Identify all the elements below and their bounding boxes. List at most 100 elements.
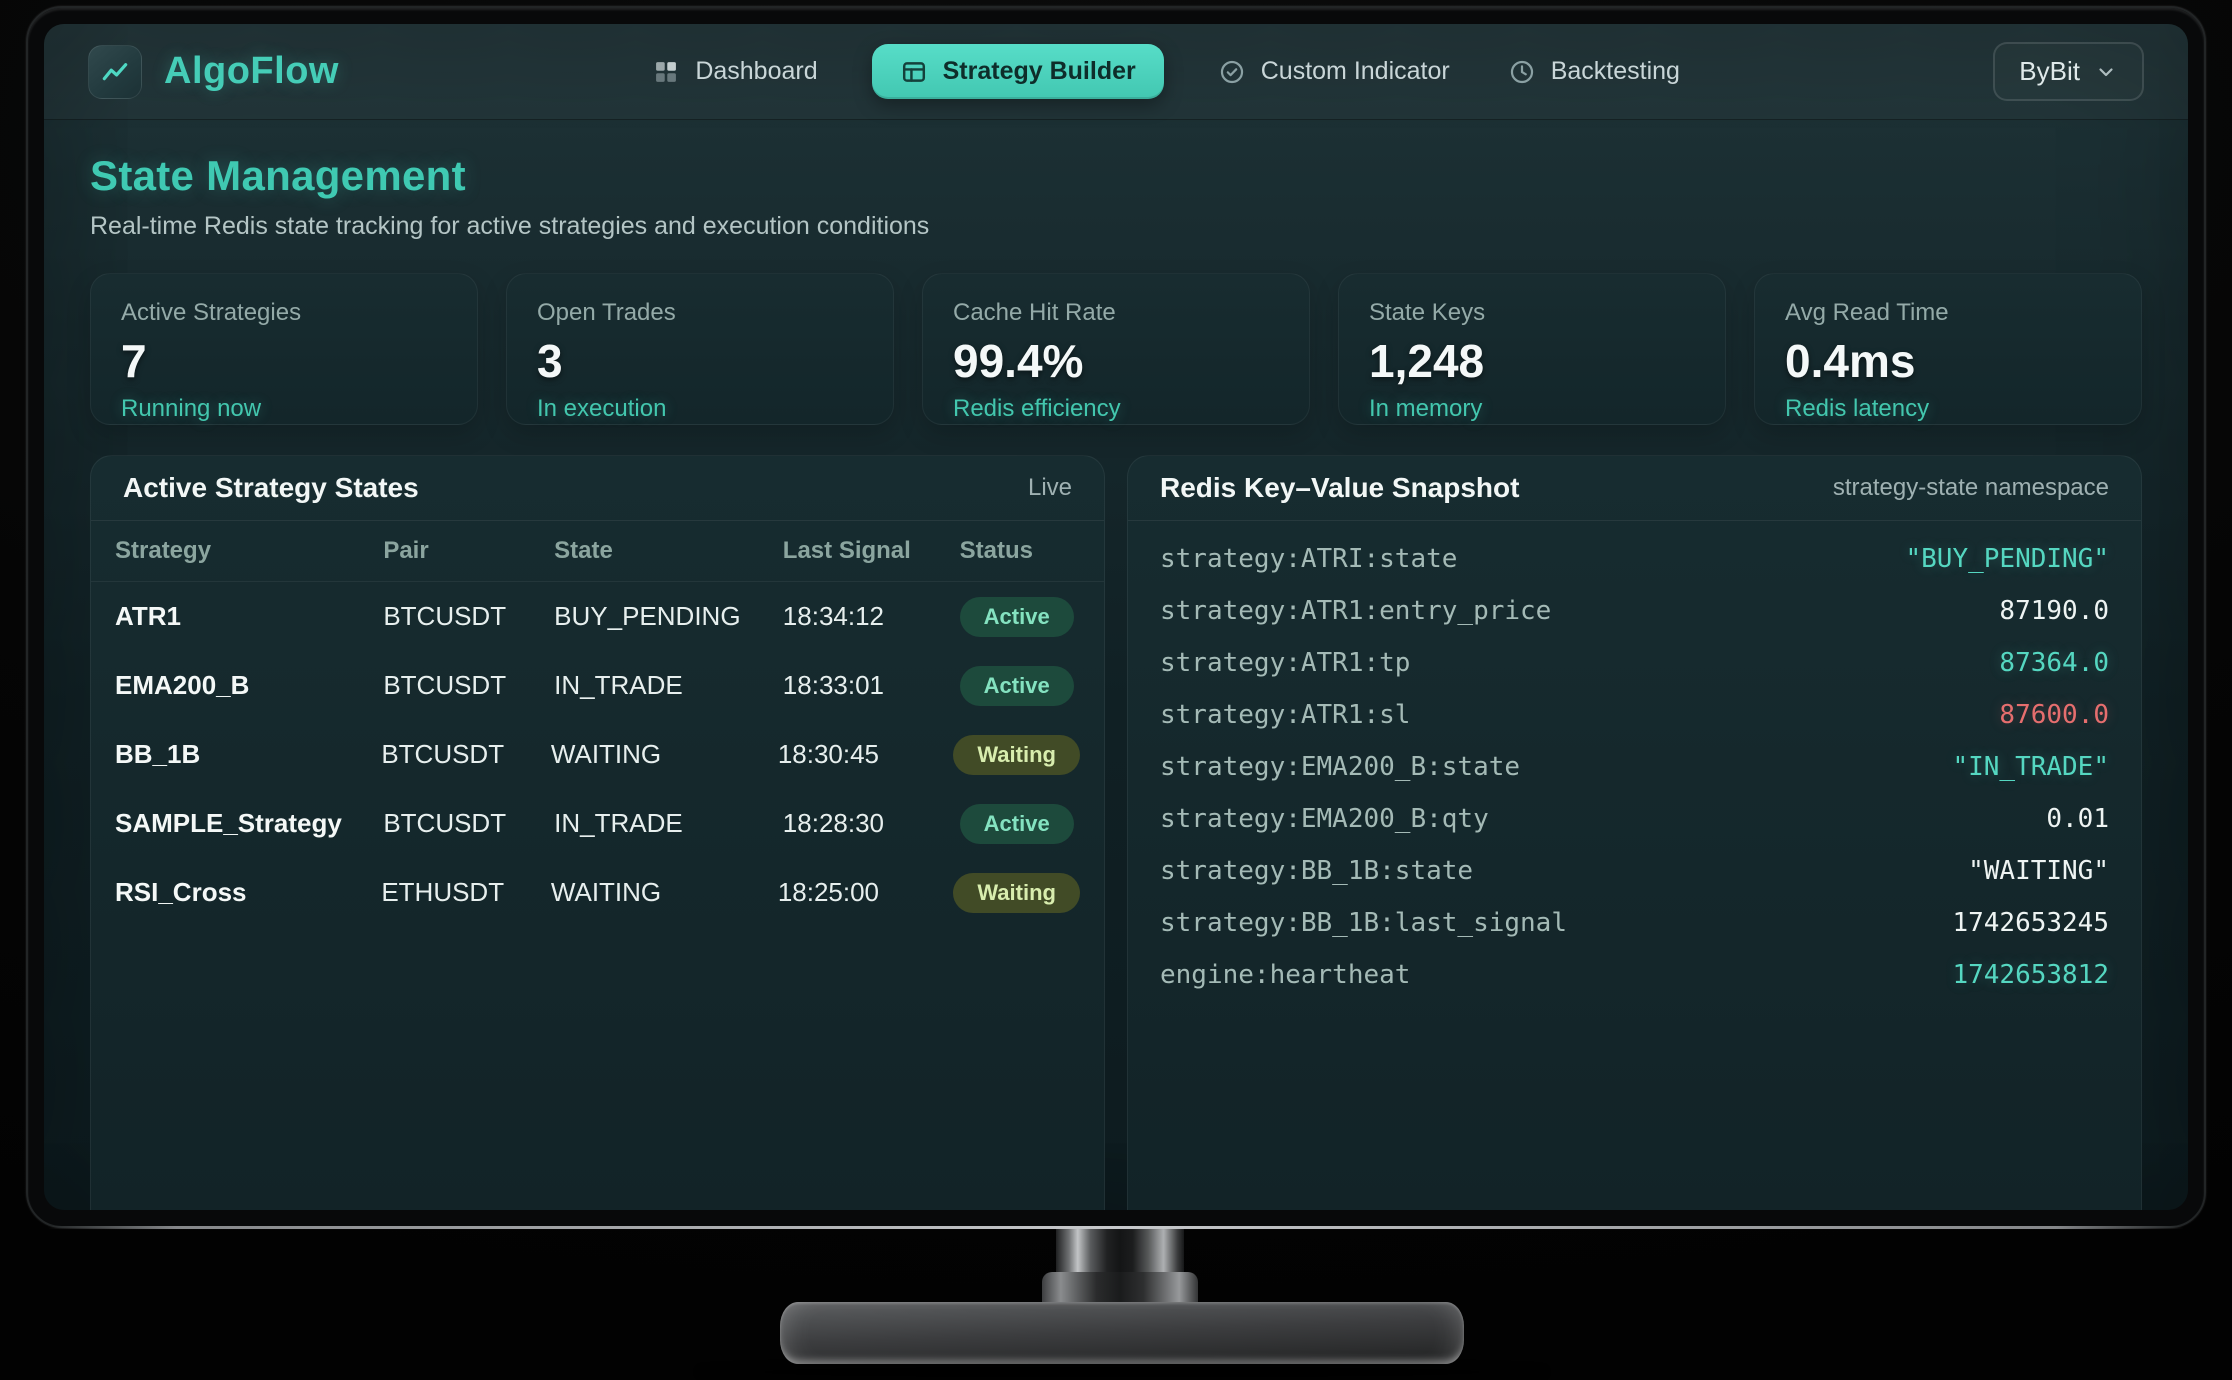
stat-card: State Keys 1,248 In memory bbox=[1338, 273, 1726, 425]
cell-strategy: SAMPLE_Strategy bbox=[115, 808, 342, 838]
stat-value: 0.4ms bbox=[1785, 335, 1916, 387]
cell-last-signal: 18:30:45 bbox=[777, 739, 880, 769]
cell-last-signal: 18:25:00 bbox=[777, 877, 880, 907]
live-badge: Live bbox=[1027, 474, 1072, 501]
kv-row: strategy:ATR1:entry_price 87190.0 bbox=[1160, 585, 2109, 637]
table-row[interactable]: RSI_Cross ETHUSDT WAITING 18:25:00 Waiti… bbox=[91, 858, 1104, 927]
app-logo bbox=[88, 44, 142, 99]
page-subtitle: Real-time Redis state tracking for activ… bbox=[90, 212, 930, 240]
kv-list: strategy:ATRI:state "BUY_PENDING" strate… bbox=[1128, 521, 2141, 1001]
kv-value: "IN_TRADE" bbox=[1952, 752, 2109, 782]
table-row[interactable]: BB_1B BTCUSDT WAITING 18:30:45 Waiting bbox=[91, 720, 1104, 789]
strategy-states-panel: Active Strategy States Live Strategy Pai… bbox=[90, 455, 1105, 1210]
col-pair: Pair bbox=[383, 537, 429, 564]
kv-key: strategy:EMA200_B:state bbox=[1160, 752, 1521, 782]
cell-state: IN_TRADE bbox=[554, 670, 683, 700]
kv-key: strategy:ATR1:sl bbox=[1160, 700, 1411, 730]
kv-key: strategy:BB_1B:last_signal bbox=[1160, 908, 1567, 938]
cell-pair: BTCUSDT bbox=[383, 808, 507, 838]
panels-row: Active Strategy States Live Strategy Pai… bbox=[90, 455, 2142, 1210]
nav-tab-strategy-builder[interactable]: Strategy Builder bbox=[871, 44, 1164, 99]
kv-key: strategy:EMA200_B:qty bbox=[1160, 804, 1489, 834]
kv-row: strategy:BB_1B:last_signal 1742653245 bbox=[1160, 897, 2109, 949]
brand[interactable]: AlgoFlow bbox=[88, 44, 339, 99]
strategy-panel-header: Active Strategy States Live bbox=[91, 456, 1104, 521]
table-row[interactable]: SAMPLE_Strategy BTCUSDT IN_TRADE 18:28:3… bbox=[91, 789, 1104, 858]
stat-card: Open Trades 3 In execution bbox=[506, 273, 894, 425]
kv-value: 0.01 bbox=[2046, 804, 2109, 834]
check-circle-icon bbox=[1218, 58, 1246, 86]
stat-label: Cache Hit Rate bbox=[953, 299, 1116, 326]
stat-value: 99.4% bbox=[953, 335, 1084, 387]
status-badge: Waiting bbox=[953, 872, 1080, 913]
stat-card: Active Strategies 7 Running now bbox=[90, 273, 478, 425]
table-row[interactable]: EMA200_B BTCUSDT IN_TRADE 18:33:01 Activ… bbox=[91, 651, 1104, 720]
nav-tab-label: Custom Indicator bbox=[1260, 57, 1450, 85]
nav-tab-label: Strategy Builder bbox=[942, 57, 1136, 85]
cell-state: BUY_PENDING bbox=[554, 601, 741, 631]
kv-row: strategy:ATRI:state "BUY_PENDING" bbox=[1160, 533, 2109, 585]
status-badge: Waiting bbox=[953, 734, 1080, 775]
redis-snapshot-panel: Redis Key–Value Snapshot strategy-state … bbox=[1127, 455, 2142, 1210]
stat-value: 1,248 bbox=[1369, 335, 1485, 387]
cell-strategy: RSI_Cross bbox=[115, 877, 247, 907]
cell-last-signal: 18:28:30 bbox=[782, 808, 885, 838]
nav-items: Dashboard Strategy Builder bbox=[648, 44, 1684, 99]
kv-value: 1742653245 bbox=[1952, 908, 2109, 938]
nav-tab-label: Dashboard bbox=[695, 57, 818, 85]
page-title: State Management bbox=[90, 152, 466, 199]
brand-name: AlgoFlow bbox=[164, 50, 339, 92]
col-last-signal: Last Signal bbox=[782, 537, 911, 564]
cell-pair: BTCUSDT bbox=[383, 670, 507, 700]
main-content: State Management Real-time Redis state t… bbox=[44, 120, 2188, 1210]
kv-key: engine:heartheat bbox=[1160, 960, 1411, 990]
screen: AlgoFlow Dashboard bbox=[44, 24, 2188, 1210]
status-badge: Active bbox=[959, 596, 1074, 637]
redis-panel-header: Redis Key–Value Snapshot strategy-state … bbox=[1128, 456, 2141, 521]
kv-value: 1742653812 bbox=[1952, 960, 2109, 990]
stat-subtext: Redis latency bbox=[1785, 395, 1930, 422]
table-header-row: Strategy Pair State Last Signal Status bbox=[91, 521, 1104, 582]
stat-card: Avg Read Time 0.4ms Redis latency bbox=[1754, 273, 2142, 425]
kv-key: strategy:BB_1B:state bbox=[1160, 856, 1474, 886]
kv-key: strategy:ATR1:tp bbox=[1160, 648, 1411, 678]
cell-pair: BTCUSDT bbox=[383, 601, 507, 631]
trend-line-icon bbox=[102, 62, 128, 80]
kv-value: "BUY_PENDING" bbox=[1905, 544, 2110, 574]
cell-pair: BTCUSDT bbox=[381, 739, 505, 769]
cell-strategy: BB_1B bbox=[115, 739, 201, 769]
stat-card: Cache Hit Rate 99.4% Redis efficiency bbox=[922, 273, 1310, 425]
stat-subtext: In memory bbox=[1369, 395, 1483, 422]
exchange-selector[interactable]: ByBit bbox=[1993, 42, 2144, 101]
kv-row: strategy:ATR1:sl 87600.0 bbox=[1160, 689, 2109, 741]
clock-icon bbox=[1508, 58, 1536, 86]
nav-tab-dashboard[interactable]: Dashboard bbox=[648, 47, 821, 96]
stat-label: State Keys bbox=[1369, 299, 1486, 326]
cell-last-signal: 18:33:01 bbox=[782, 670, 885, 700]
kv-key: strategy:ATRI:state bbox=[1160, 544, 1458, 574]
layout-table-icon bbox=[900, 58, 928, 86]
floor-shadow bbox=[700, 1366, 1544, 1378]
chevron-down-icon bbox=[2094, 60, 2118, 84]
monitor-stand-base bbox=[780, 1302, 1464, 1364]
exchange-label: ByBit bbox=[2019, 56, 2080, 86]
kv-value: 87190.0 bbox=[1999, 596, 2109, 626]
status-badge: Active bbox=[959, 665, 1074, 706]
nav-tab-label: Backtesting bbox=[1550, 57, 1680, 85]
stat-label: Avg Read Time bbox=[1785, 299, 1949, 326]
stat-subtext: In execution bbox=[537, 395, 667, 422]
cell-state: WAITING bbox=[550, 739, 662, 769]
kv-row: strategy:ATR1:tp 87364.0 bbox=[1160, 637, 2109, 689]
cell-pair: ETHUSDT bbox=[381, 877, 505, 907]
stat-label: Active Strategies bbox=[121, 299, 302, 326]
stat-subtext: Running now bbox=[121, 395, 262, 422]
stat-label: Open Trades bbox=[537, 299, 676, 326]
nav-tab-backtesting[interactable]: Backtesting bbox=[1504, 47, 1684, 96]
cell-last-signal: 18:34:12 bbox=[782, 601, 885, 631]
status-badge: Active bbox=[959, 803, 1074, 844]
stat-value: 7 bbox=[121, 335, 147, 387]
kv-row: engine:heartheat 1742653812 bbox=[1160, 949, 2109, 1001]
table-row[interactable]: ATR1 BTCUSDT BUY_PENDING 18:34:12 Active bbox=[91, 582, 1104, 651]
nav-tab-custom-indicator[interactable]: Custom Indicator bbox=[1214, 47, 1454, 96]
